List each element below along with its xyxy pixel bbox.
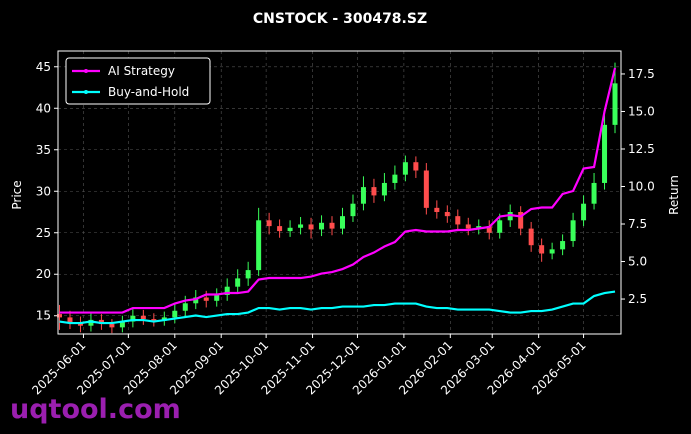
y-tick-label: 40 bbox=[36, 101, 51, 115]
candle-body bbox=[591, 182, 597, 204]
candle-body bbox=[423, 170, 429, 208]
y2-tick-label: 12.5 bbox=[628, 142, 655, 156]
candle-body bbox=[119, 321, 125, 328]
y-tick-label: 25 bbox=[36, 226, 51, 240]
candle-body bbox=[444, 212, 450, 217]
candle-body bbox=[560, 241, 566, 250]
candle-body bbox=[245, 270, 251, 279]
y2-axis-label: Return bbox=[667, 175, 681, 215]
candle-body bbox=[350, 203, 356, 217]
chart-title: CNSTOCK - 300478.SZ bbox=[253, 11, 427, 27]
candle-body bbox=[381, 182, 387, 196]
legend-marker bbox=[84, 69, 88, 73]
candle-body bbox=[455, 216, 461, 225]
candle-body bbox=[486, 226, 492, 233]
legend-label: Buy-and-Hold bbox=[108, 85, 189, 99]
y-tick-label: 30 bbox=[36, 184, 51, 198]
y2-tick-label: 15.0 bbox=[628, 104, 655, 118]
candle-body bbox=[392, 174, 398, 183]
candle-body bbox=[235, 278, 241, 287]
candle-body bbox=[602, 124, 608, 183]
candle-body bbox=[402, 162, 408, 175]
candle-body bbox=[88, 319, 94, 326]
candle-body bbox=[434, 207, 440, 213]
candle-body bbox=[612, 83, 618, 125]
watermark: uqtool.com bbox=[10, 394, 181, 425]
candle-body bbox=[214, 294, 220, 301]
candle-body bbox=[109, 324, 115, 328]
candle-body bbox=[172, 310, 178, 318]
return-line bbox=[59, 290, 616, 325]
candle-body bbox=[413, 162, 419, 171]
y-axis-label: Price bbox=[10, 180, 24, 209]
candle-body bbox=[497, 220, 503, 233]
y2-tick-label: 17.5 bbox=[628, 67, 655, 81]
candle-body bbox=[518, 212, 524, 229]
candle-body bbox=[371, 187, 377, 196]
candle-body bbox=[182, 303, 188, 311]
candle-body bbox=[130, 315, 136, 322]
candle-body bbox=[203, 297, 209, 301]
y-tick-label: 35 bbox=[36, 143, 51, 157]
candle-body bbox=[287, 227, 293, 232]
legend-box bbox=[65, 57, 211, 105]
candle-body bbox=[140, 315, 146, 320]
candle-body bbox=[67, 317, 73, 323]
candle-body bbox=[360, 187, 366, 204]
candle-body bbox=[308, 224, 314, 230]
plot-frame bbox=[57, 50, 622, 335]
candle-body bbox=[266, 220, 272, 227]
y2-tick-label: 10.0 bbox=[628, 179, 655, 193]
candle-body bbox=[56, 314, 62, 318]
candle-body bbox=[339, 216, 345, 229]
y-tick-label: 15 bbox=[36, 309, 51, 323]
candle-body bbox=[151, 319, 157, 321]
candle-body bbox=[224, 286, 230, 295]
candle-body bbox=[476, 226, 482, 229]
candle-body bbox=[319, 222, 325, 230]
candle-body bbox=[528, 228, 534, 246]
y2-tick-label: 5.0 bbox=[628, 255, 647, 269]
candle-body bbox=[277, 226, 283, 232]
candle-body bbox=[581, 203, 587, 221]
legend-label: AI Strategy bbox=[108, 64, 175, 78]
return-line bbox=[59, 67, 617, 314]
candle-body bbox=[570, 220, 576, 242]
candle-body bbox=[329, 222, 335, 229]
y-tick-label: 45 bbox=[36, 60, 51, 74]
candle-body bbox=[193, 297, 199, 304]
candle-body bbox=[539, 245, 545, 254]
y2-tick-label: 7.5 bbox=[628, 217, 647, 231]
candle-body bbox=[298, 224, 304, 228]
y2-tick-label: 2.5 bbox=[628, 292, 647, 306]
candle-body bbox=[507, 212, 513, 221]
candle-body bbox=[256, 220, 262, 271]
candle-body bbox=[465, 224, 471, 229]
candle-body bbox=[549, 249, 555, 254]
legend-marker bbox=[84, 90, 88, 94]
y-tick-label: 20 bbox=[36, 267, 51, 281]
